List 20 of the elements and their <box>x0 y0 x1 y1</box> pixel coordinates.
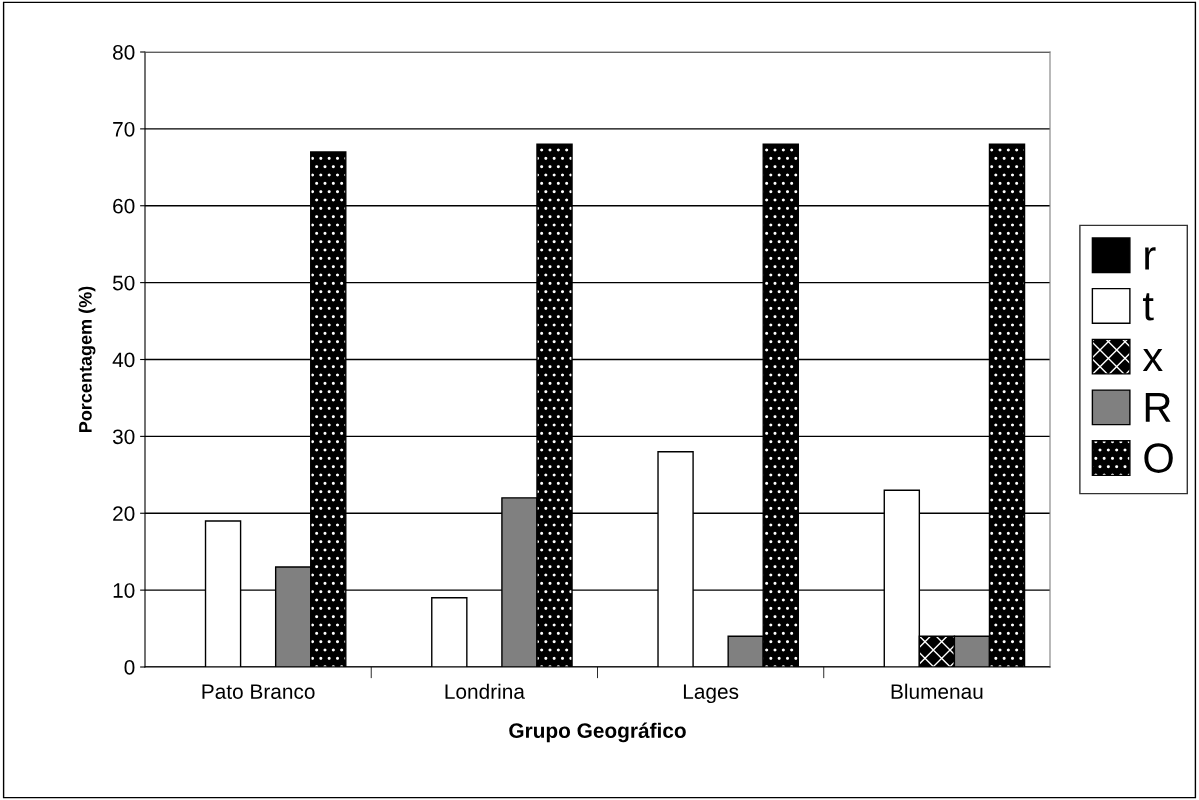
y-tick-label: 50 <box>112 275 135 291</box>
x-tick-label: Blumenau <box>891 683 983 699</box>
y-axis-title: Porcentagem (%) <box>78 286 96 433</box>
x-tick-label: Lages <box>683 684 739 704</box>
y-tick-label: 70 <box>113 121 135 137</box>
x-tick-label: Londrina <box>445 683 525 699</box>
y-tick-label: 10 <box>113 583 135 598</box>
legend-label: O <box>1144 443 1173 473</box>
x-axis-title: Grupo Geográfico <box>509 722 686 743</box>
legend-label: r <box>1145 247 1156 270</box>
legend-label: x <box>1142 349 1163 372</box>
y-tick-label: 0 <box>124 660 135 675</box>
legend-label: R <box>1145 393 1171 422</box>
legend-label: t <box>1143 293 1154 321</box>
y-tick-label: 80 <box>113 45 135 60</box>
y-tick-label: 40 <box>112 352 135 368</box>
x-tick-label: Pato Branco <box>202 684 315 699</box>
y-tick-label: 60 <box>113 198 135 214</box>
y-tick-label: 30 <box>112 429 135 445</box>
y-tick-label: 20 <box>113 506 135 521</box>
